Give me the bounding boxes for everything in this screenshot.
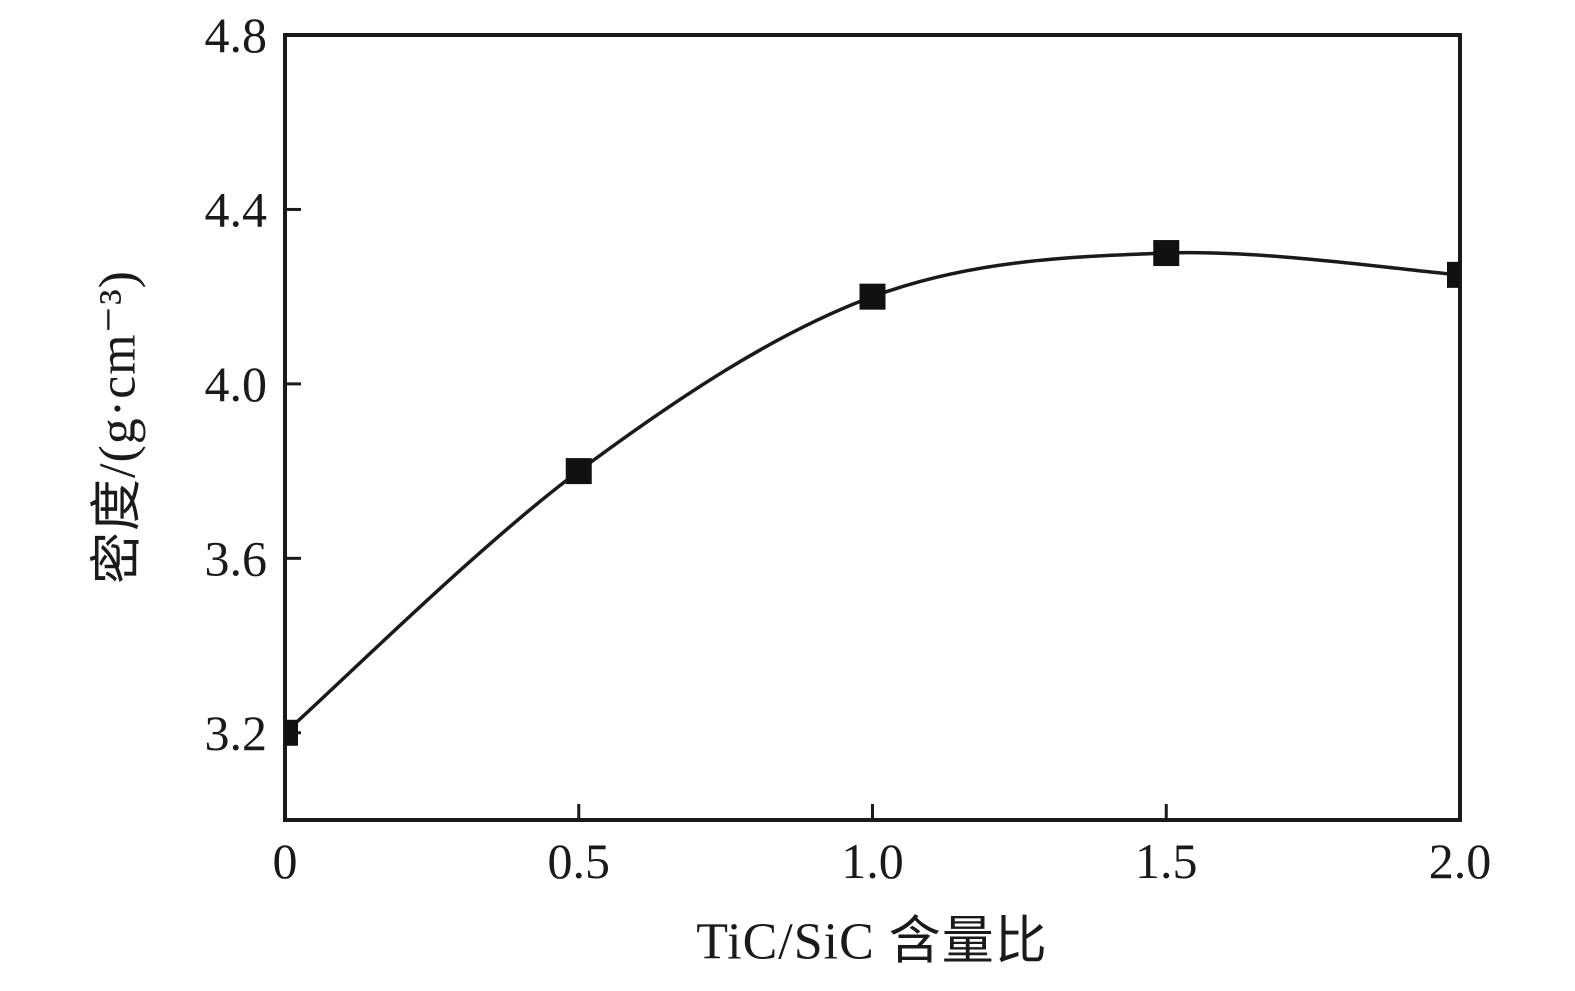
data-point-marker (1153, 240, 1180, 267)
y-tick-label: 3.6 (205, 530, 268, 586)
data-point-marker (859, 283, 886, 310)
y-tick-label: 3.2 (205, 705, 268, 761)
x-tick-label: 1.0 (841, 833, 904, 889)
series-line (285, 250, 1460, 735)
y-axis-ticks: 3.2 3.6 4.0 4.4 4.8 (205, 7, 301, 761)
data-point-marker (285, 719, 298, 746)
data-point-marker (565, 458, 592, 485)
y-tick-label: 4.4 (205, 181, 268, 237)
x-axis-ticks: 0 0.5 1.0 1.5 2.0 (273, 804, 1492, 889)
plot-border (283, 33, 1462, 822)
data-series-density (285, 240, 1460, 746)
x-tick-label: 0.5 (548, 833, 611, 889)
x-tick-label: 1.5 (1135, 833, 1198, 889)
x-tick-label: 0 (273, 833, 298, 889)
data-point-marker (1447, 261, 1460, 288)
y-axis-label: 密度/(g·cm⁻³) (89, 270, 147, 584)
x-tick-label: 2.0 (1429, 833, 1492, 889)
y-tick-label: 4.0 (205, 356, 268, 412)
y-tick-label: 4.8 (205, 7, 268, 63)
x-axis-label: TiC/SiC 含量比 (696, 913, 1048, 971)
